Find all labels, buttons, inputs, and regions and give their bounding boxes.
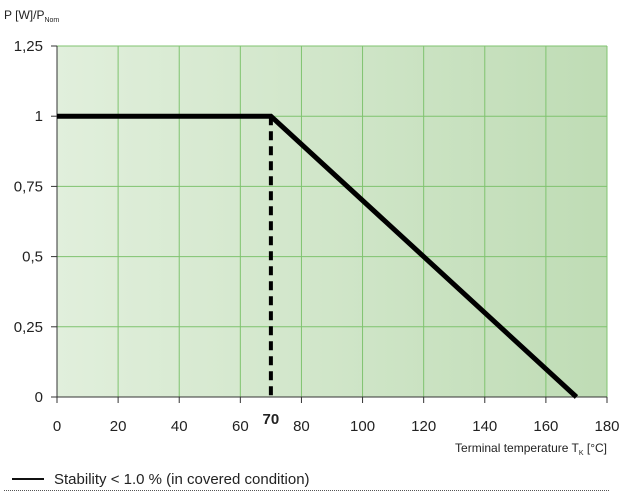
- y-tick-label: 0,25: [14, 319, 43, 336]
- x-tick-label: 40: [171, 418, 188, 435]
- y-tick-label: 0: [35, 389, 43, 406]
- legend-line-swatch: [12, 478, 44, 480]
- annotation-label: 70: [263, 411, 280, 428]
- x-tick-label: 120: [411, 418, 436, 435]
- x-axis-label: Terminal temperature TK [°C]: [455, 441, 607, 457]
- x-tick-label: 60: [232, 418, 249, 435]
- legend: Stability < 1.0 % (in covered condition): [4, 468, 609, 491]
- series-line: [57, 113, 579, 399]
- y-tick-label: 0,75: [14, 178, 43, 195]
- plot-area: [57, 46, 607, 397]
- x-tick-label: 180: [594, 418, 619, 435]
- y-tick-label: 0,5: [22, 249, 43, 266]
- x-tick-label: 100: [350, 418, 375, 435]
- x-tick-label: 0: [53, 418, 61, 435]
- x-tick-label: 20: [110, 418, 127, 435]
- x-tick-label: 80: [293, 418, 310, 435]
- y-axis-label: P [W]/PNom: [4, 8, 59, 24]
- y-tick-label: 1,25: [14, 38, 43, 55]
- grid-lines: [51, 45, 608, 403]
- y-tick-labels: 0 0,25 0,5 0,75 1 1,25: [14, 38, 43, 406]
- x-tick-labels: 0 20 40 60 80 100 120 140 160 180: [53, 418, 620, 435]
- y-tick-label: 1: [35, 108, 43, 125]
- series-marks: 70: [57, 113, 579, 428]
- x-tick-label: 140: [472, 418, 497, 435]
- legend-label: Stability < 1.0 % (in covered condition): [54, 470, 310, 488]
- x-tick-label: 160: [533, 418, 558, 435]
